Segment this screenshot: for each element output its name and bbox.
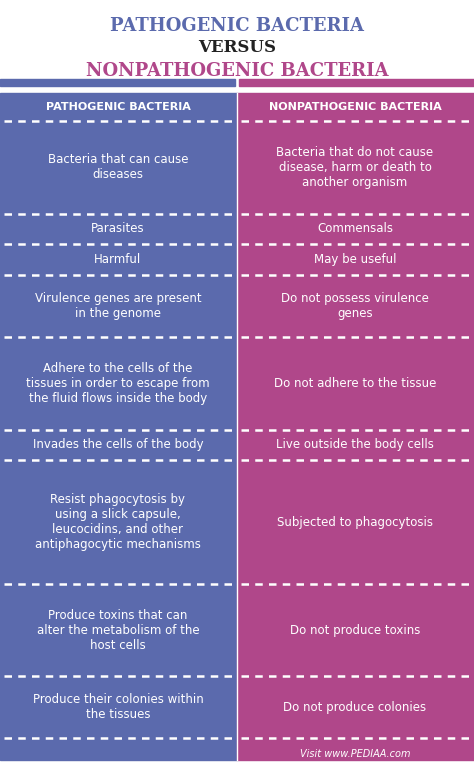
Bar [239, 79, 474, 86]
Text: Do not adhere to the tissue: Do not adhere to the tissue [274, 377, 436, 389]
Text: Bacteria that can cause
diseases: Bacteria that can cause diseases [48, 154, 188, 181]
Text: NONPATHOGENIC BACTERIA: NONPATHOGENIC BACTERIA [86, 62, 388, 80]
Text: VERSUS: VERSUS [198, 39, 276, 57]
Bar [237, 93, 474, 760]
Text: PATHOGENIC BACTERIA: PATHOGENIC BACTERIA [46, 102, 191, 112]
Text: Do not produce colonies: Do not produce colonies [283, 700, 427, 713]
Text: Parasites: Parasites [91, 223, 145, 236]
Text: Virulence genes are present
in the genome: Virulence genes are present in the genom… [35, 292, 201, 320]
Text: Subjected to phagocytosis: Subjected to phagocytosis [277, 515, 433, 528]
Text: Do not produce toxins: Do not produce toxins [290, 624, 420, 637]
Bar [0, 79, 235, 86]
Text: Resist phagocytosis by
using a slick capsule,
leucocidins, and other
antiphagocy: Resist phagocytosis by using a slick cap… [35, 493, 201, 551]
Text: Produce their colonies within
the tissues: Produce their colonies within the tissue… [33, 694, 203, 721]
Text: May be useful: May be useful [314, 253, 396, 266]
Text: Invades the cells of the body: Invades the cells of the body [33, 439, 203, 452]
Text: Do not possess virulence
genes: Do not possess virulence genes [281, 292, 429, 320]
Text: PATHOGENIC BACTERIA: PATHOGENIC BACTERIA [110, 17, 364, 35]
Text: Adhere to the cells of the
tissues in order to escape from
the fluid flows insid: Adhere to the cells of the tissues in or… [26, 362, 210, 405]
Text: NONPATHOGENIC BACTERIA: NONPATHOGENIC BACTERIA [269, 102, 441, 112]
Text: Produce toxins that can
alter the metabolism of the
host cells: Produce toxins that can alter the metabo… [36, 608, 199, 651]
Text: Live outside the body cells: Live outside the body cells [276, 439, 434, 452]
Text: Commensals: Commensals [317, 223, 393, 236]
Text: Harmful: Harmful [94, 253, 142, 266]
Bar [0, 93, 237, 760]
Text: Visit www.PEDIAA.com: Visit www.PEDIAA.com [300, 749, 410, 759]
Text: Bacteria that do not cause
disease, harm or death to
another organism: Bacteria that do not cause disease, harm… [276, 146, 434, 189]
